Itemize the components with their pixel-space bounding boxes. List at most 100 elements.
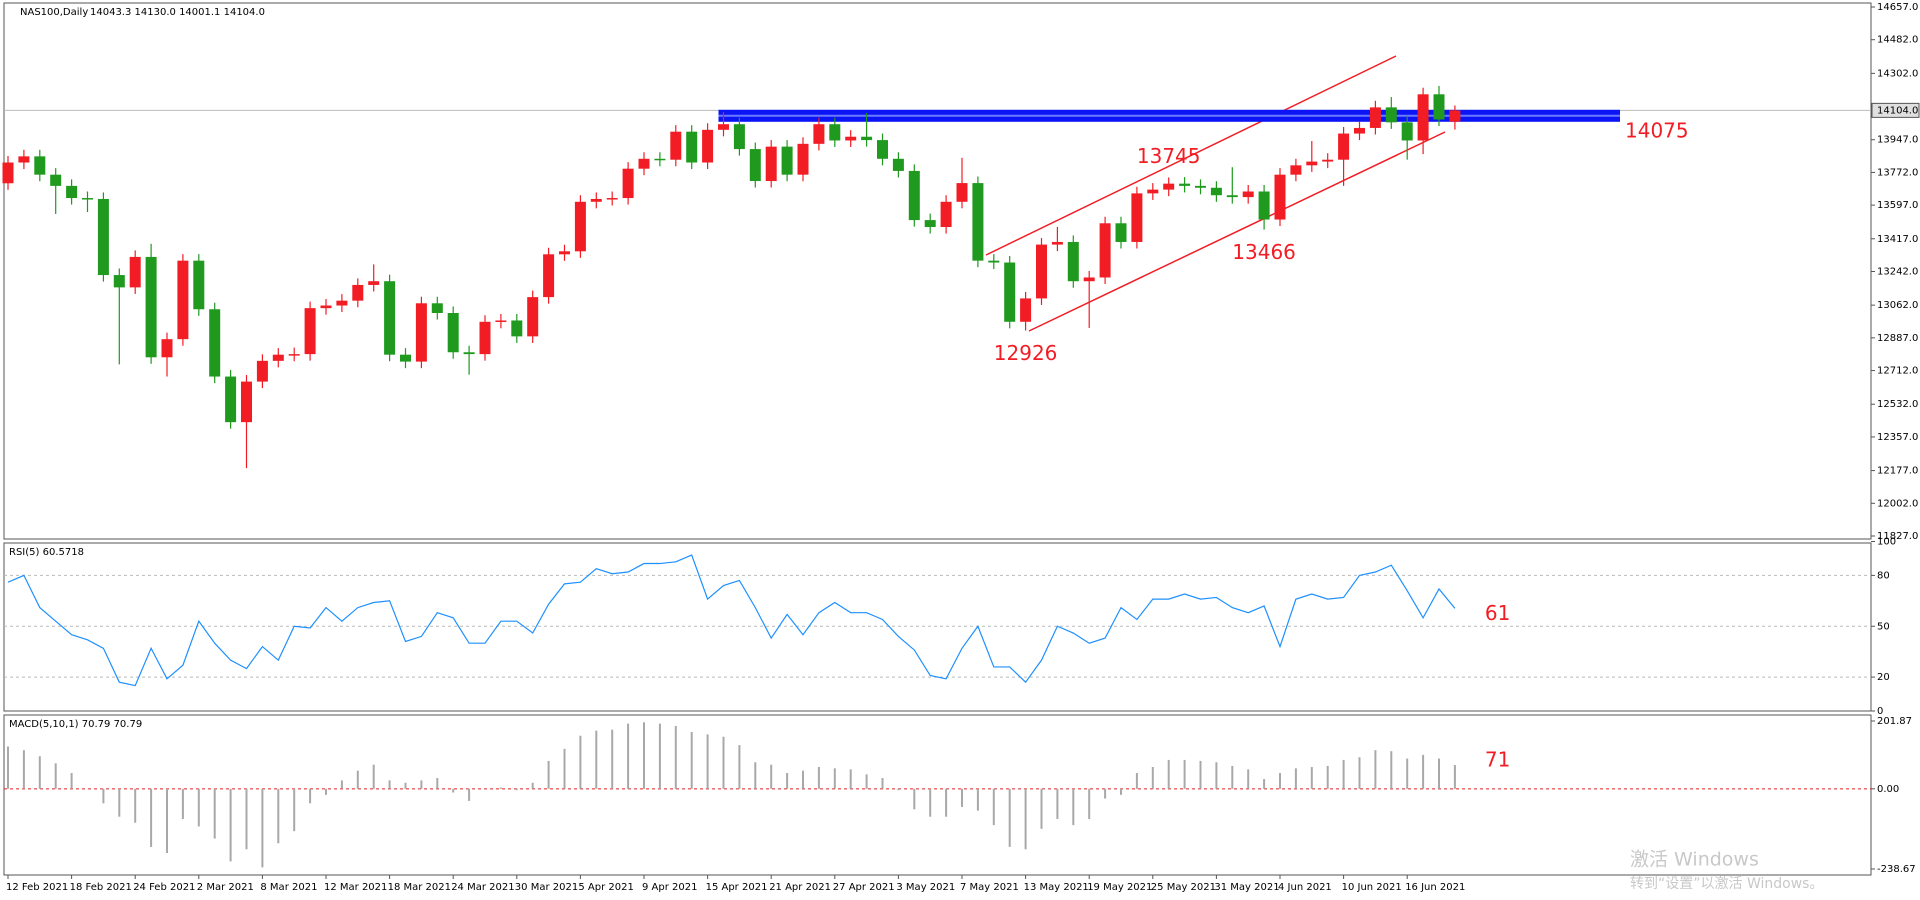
candle-body <box>1306 161 1318 166</box>
rsi-title: RSI(5) 60.5718 <box>9 547 84 558</box>
candle-body <box>479 321 491 355</box>
candle-body <box>813 124 825 144</box>
candle-body <box>50 174 62 186</box>
x-tick-label: 15 Apr 2021 <box>706 882 768 893</box>
macd-annotation: 71 <box>1485 748 1510 772</box>
rsi-line <box>7 554 1456 687</box>
candle-body <box>336 300 348 306</box>
candle-body <box>352 284 364 301</box>
candle-body <box>924 220 936 228</box>
y-tick-label: 50 <box>1877 621 1890 632</box>
candle-body <box>113 275 125 288</box>
channel-lower <box>1028 131 1446 332</box>
candle-body <box>702 129 714 163</box>
x-tick-label: 25 May 2021 <box>1151 882 1216 893</box>
x-tick-label: 12 Mar 2021 <box>324 882 387 893</box>
channel-upper <box>985 55 1397 256</box>
candle-body <box>400 354 411 362</box>
candle-body <box>320 305 332 309</box>
x-tick-label: 4 Jun 2021 <box>1278 882 1332 893</box>
candle-body <box>733 124 745 150</box>
x-tick-label: 18 Feb 2021 <box>70 882 132 893</box>
y-tick-label: 0 <box>1877 706 1883 717</box>
candle-body <box>956 183 968 202</box>
candle-body <box>304 308 316 355</box>
y-tick-label: 13597.0 <box>1877 200 1918 211</box>
candle-body <box>559 251 570 255</box>
candle-body <box>447 312 459 353</box>
candle-body <box>2 162 14 184</box>
candle-body <box>1354 127 1365 134</box>
x-tick-label: 21 Apr 2021 <box>769 882 831 893</box>
candle-body <box>749 149 761 182</box>
level-label: 14075 <box>1625 118 1689 142</box>
candle-body <box>590 198 602 202</box>
watermark-hint: 转到“设置”以激活 Windows。 <box>1630 875 1823 892</box>
price-annotation: 13466 <box>1232 240 1296 264</box>
candle-body <box>1195 185 1206 188</box>
y-tick-label: 20 <box>1877 672 1890 683</box>
candle-body <box>1322 159 1334 162</box>
y-tick-label: 100 <box>1877 537 1896 548</box>
candle-body <box>34 156 46 175</box>
candle-body <box>1147 189 1159 194</box>
y-tick-label: 80 <box>1877 570 1890 581</box>
y-tick-label: 14657.0 <box>1877 2 1918 13</box>
candle-body <box>638 158 650 169</box>
last-price-label: 14104.0 <box>1877 105 1918 116</box>
candle-body <box>1258 191 1270 220</box>
candle-body <box>1274 174 1286 220</box>
candle-body <box>511 320 523 337</box>
candle-body <box>161 339 173 358</box>
candle-body <box>82 198 93 200</box>
ohlc-header: 14043.3 14130.0 14001.1 14104.0 <box>90 7 265 18</box>
candle-body <box>1051 241 1063 245</box>
candle-body <box>177 260 189 340</box>
candle-body <box>1385 107 1397 123</box>
y-tick-label: 12002.0 <box>1877 498 1918 509</box>
candle-body <box>1131 193 1143 242</box>
y-tick-label: 13417.0 <box>1877 234 1918 245</box>
candle-body <box>1369 107 1381 128</box>
candle-body <box>1163 183 1175 190</box>
candle-body <box>384 281 396 355</box>
candle-body <box>527 297 539 337</box>
candle-body <box>1290 165 1302 175</box>
candle-body <box>1338 133 1350 160</box>
watermark-title: 激活 Windows <box>1630 849 1759 871</box>
candle-body <box>654 158 666 161</box>
rsi-panel <box>3 542 1872 712</box>
y-tick-label: -238.67 <box>1877 864 1916 875</box>
candle-body <box>908 170 920 221</box>
candle-body <box>368 281 380 285</box>
candle-body <box>1036 244 1047 299</box>
candle-body <box>1226 195 1238 198</box>
candle-body <box>225 376 237 423</box>
candle-body <box>431 303 443 313</box>
symbol-title: NAS100,Daily <box>20 7 88 18</box>
candle-body <box>1433 94 1445 120</box>
candle-body <box>66 185 78 199</box>
y-tick-label: 0.00 <box>1877 784 1899 795</box>
candle-body <box>861 136 873 141</box>
x-tick-label: 7 May 2021 <box>960 882 1019 893</box>
candle-body <box>256 360 268 382</box>
candle-body <box>622 168 634 199</box>
candle-body <box>415 303 427 362</box>
candle-body <box>1417 94 1429 141</box>
candle-body <box>606 198 618 200</box>
x-tick-label: 3 May 2021 <box>896 882 955 893</box>
candle-body <box>97 198 109 276</box>
y-tick-label: 12357.0 <box>1877 432 1918 443</box>
candle-body <box>829 124 841 141</box>
y-tick-label: 12532.0 <box>1877 399 1918 410</box>
x-tick-label: 2 Mar 2021 <box>197 882 254 893</box>
candle-body <box>718 124 729 130</box>
x-tick-label: 30 Mar 2021 <box>515 882 578 893</box>
x-tick-label: 8 Mar 2021 <box>260 882 317 893</box>
candle-body <box>1179 183 1191 186</box>
candle-body <box>1083 277 1095 282</box>
candle-body <box>1401 122 1413 141</box>
candle-body <box>686 131 698 163</box>
